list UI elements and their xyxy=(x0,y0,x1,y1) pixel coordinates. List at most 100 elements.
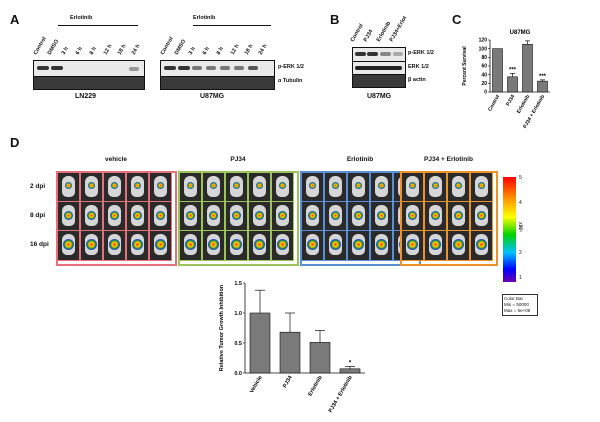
bar xyxy=(522,44,533,93)
mouse-image xyxy=(324,172,347,203)
mouse-image xyxy=(57,201,80,232)
mouse-image xyxy=(370,201,393,232)
category-label: PJ34 xyxy=(505,94,516,107)
group-frame xyxy=(56,171,177,266)
group-title: PJ34 xyxy=(230,156,246,163)
mouse-image xyxy=(57,230,80,261)
ln229-lane-label: 3 h xyxy=(60,46,70,56)
colorbar-tick-label: 5 xyxy=(519,175,522,181)
y-tick-label: 100 xyxy=(479,46,488,52)
mouse-image xyxy=(370,172,393,203)
mouse-image xyxy=(324,201,347,232)
mouse-image xyxy=(80,230,103,261)
mouse-image xyxy=(149,230,172,261)
mouse-image xyxy=(103,201,126,232)
mouse-image xyxy=(424,230,447,261)
category-label: Control xyxy=(487,93,501,112)
mouse-image xyxy=(248,172,271,203)
row-label-perk-a: p-ERK 1/2 xyxy=(278,64,304,70)
category-label: Erlotinib xyxy=(307,374,324,397)
ln229-lane-label: 6 h xyxy=(74,46,84,56)
mouse-image xyxy=(248,201,271,232)
mouse-image xyxy=(347,230,370,261)
colorbar-tick-label: 3 xyxy=(519,225,522,231)
chart-title: U87MG xyxy=(510,30,531,36)
y-tick-label: 0.0 xyxy=(234,371,242,377)
y-tick-label: 0.5 xyxy=(234,341,242,347)
mouse-image xyxy=(447,230,470,261)
row-label-perk-b: p-ERK 1/2 xyxy=(408,50,434,56)
mouse-image xyxy=(301,201,324,232)
blot-u87mg-perk xyxy=(160,60,275,77)
mouse-image xyxy=(248,230,271,261)
colorbar-info-box: Color Bar Min = 50000 Max = 5e+06 xyxy=(502,294,538,316)
colorbar-tick-label: 2 xyxy=(519,250,522,256)
mouse-image xyxy=(126,230,149,261)
group-title: PJ34 + Erlotinib xyxy=(424,156,473,163)
panel-c-label: C xyxy=(452,12,462,27)
mouse-image xyxy=(401,201,424,232)
y-tick-label: 0 xyxy=(484,90,487,96)
blot-b-perk xyxy=(352,47,406,62)
y-tick-label: 1.5 xyxy=(234,281,242,287)
u87mg-lane-label: 6 h xyxy=(201,46,211,56)
mouse-image xyxy=(347,201,370,232)
row-label-16dpi: 16 dpi xyxy=(30,241,49,248)
radiance-colorbar xyxy=(503,177,516,282)
mouse-image xyxy=(470,201,493,232)
mouse-image xyxy=(401,172,424,203)
mouse-image xyxy=(447,172,470,203)
significance-mark: * xyxy=(349,359,352,366)
mouse-image xyxy=(179,172,202,203)
mouse-image xyxy=(271,172,294,203)
panel-b-lane-label: PJ34 xyxy=(362,28,375,43)
category-label: Erlotinib xyxy=(516,94,531,115)
category-label: Vehicle xyxy=(249,375,264,394)
row-label-actin-b: β actin xyxy=(408,77,426,83)
colorbar-tick-label: 1 xyxy=(519,275,522,281)
ln229-lane-label: DMSO xyxy=(46,38,61,56)
colorbar-info-title: Color Bar xyxy=(504,296,524,301)
u87mg-lane-label: Control xyxy=(159,36,175,56)
mouse-image xyxy=(347,172,370,203)
y-tick-label: 40 xyxy=(481,72,487,78)
mouse-image xyxy=(149,172,172,203)
y-tick-label: 120 xyxy=(479,38,488,44)
colorbar-info-max: Max = 5e+06 xyxy=(504,308,531,313)
mouse-image xyxy=(271,201,294,232)
mouse-image xyxy=(424,172,447,203)
u87mg-lane-label: 3 h xyxy=(187,46,197,56)
y-tick-label: 1.0 xyxy=(234,311,242,317)
significance-mark: *** xyxy=(509,67,517,73)
ln229-lane-label: 24 h xyxy=(130,43,142,56)
bar xyxy=(339,368,361,374)
blot-u87mg-tubulin xyxy=(160,76,275,90)
u87mg-lane-label: 12 h xyxy=(229,43,241,56)
mouse-image xyxy=(57,172,80,203)
cell-line-u87mg-a: U87MG xyxy=(200,93,225,100)
y-tick-label: 20 xyxy=(481,81,487,87)
u87mg-lane-label: 18 h xyxy=(243,43,255,56)
erlotinib-bar-left xyxy=(58,25,138,26)
mouse-image xyxy=(126,201,149,232)
panel-a-label: A xyxy=(10,12,20,27)
chart-c: U87MG 0 20 40 60 80 100 120 Percent Survival Cont… xyxy=(462,30,550,130)
bar xyxy=(537,80,548,93)
group-title: vehicle xyxy=(104,156,128,163)
mouse-image xyxy=(202,172,225,203)
y-tick-label: 60 xyxy=(481,64,487,70)
bar xyxy=(507,76,518,93)
row-label-8dpi: 8 dpi xyxy=(30,212,46,219)
panel-b-lane-label: PJ34+Erlot xyxy=(388,15,409,43)
mouse-image xyxy=(225,230,248,261)
colorbar-unit: x10⁶ xyxy=(517,222,523,233)
mouse-image xyxy=(324,230,347,261)
mouse-image xyxy=(225,201,248,232)
colorbar-tick-label: 4 xyxy=(519,200,522,206)
significance-mark: *** xyxy=(539,74,547,80)
mouse-image xyxy=(179,230,202,261)
erlotinib-label-left: Erlotinib xyxy=(70,15,93,21)
panel-d-label: D xyxy=(10,135,20,150)
mouse-image xyxy=(301,172,324,203)
